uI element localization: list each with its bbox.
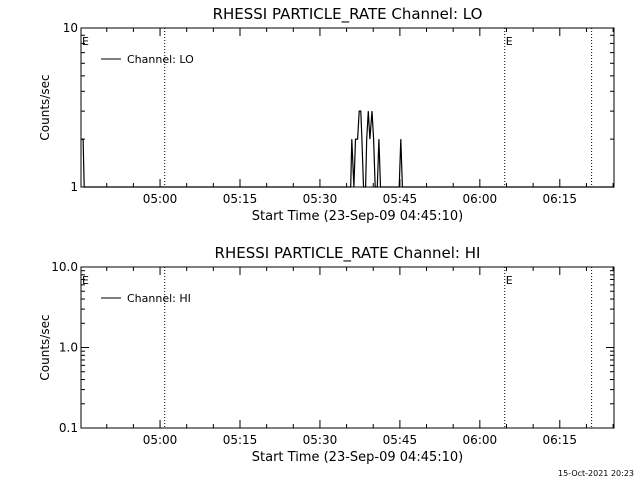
series-line [81, 111, 614, 187]
x-tick-label: 05:30 [303, 433, 338, 447]
y-tick-label: 10.0 [51, 260, 78, 274]
y-axis-label: Counts/sec [38, 74, 52, 140]
x-tick-label: 05:30 [303, 192, 338, 206]
e-marker-label: E [506, 274, 513, 287]
x-tick-label: 05:00 [143, 433, 178, 447]
chart-panel-lo: RHESSI PARTICLE_RATE Channel: LO 05:00 05:… [38, 5, 614, 224]
x-tick-label: 06:15 [542, 433, 577, 447]
x-tick-label: 05:45 [383, 433, 418, 447]
legend-label: Channel: LO [127, 53, 194, 66]
x-tick-label: 06:00 [463, 192, 498, 206]
chart-title: RHESSI PARTICLE_RATE Channel: HI [215, 244, 481, 263]
legend-label: Channel: HI [127, 292, 191, 305]
y-tick-label: 10 [63, 21, 78, 35]
x-axis-label: Start Time (23-Sep-09 04:45:10) [252, 209, 463, 224]
x-tick-label: 06:15 [542, 192, 577, 206]
x-axis-label: Start Time (23-Sep-09 04:45:10) [252, 450, 463, 465]
y-tick-label: 1 [70, 180, 78, 194]
plot-frame [81, 28, 614, 187]
x-tick-label: 05:15 [223, 433, 258, 447]
e-marker-label: E [506, 35, 513, 48]
y-axis-label: Counts/sec [38, 314, 52, 380]
x-tick-label: 05:00 [143, 192, 178, 206]
chart-panel-hi: RHESSI PARTICLE_RATE Channel: HI 05:00 05:… [38, 244, 614, 465]
e-marker-label: E [82, 35, 89, 48]
y-tick-label: 0.1 [59, 421, 78, 435]
x-tick-label: 05:45 [383, 192, 418, 206]
generated-timestamp: 15-Oct-2021 20:23 [558, 469, 634, 478]
e-marker-label: E [82, 274, 89, 287]
chart-title: RHESSI PARTICLE_RATE Channel: LO [213, 5, 483, 24]
x-tick-label: 05:15 [223, 192, 258, 206]
y-tick-label: 1.0 [59, 341, 78, 355]
x-tick-label: 06:00 [463, 433, 498, 447]
